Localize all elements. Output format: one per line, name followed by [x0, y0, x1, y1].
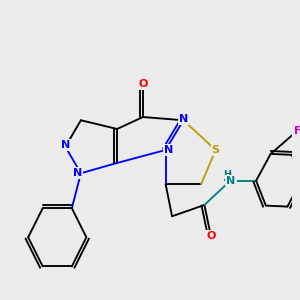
Text: N: N [179, 114, 188, 124]
Text: H: H [223, 170, 231, 179]
Text: N: N [61, 140, 70, 150]
Text: O: O [206, 231, 215, 241]
Text: S: S [212, 145, 220, 155]
Text: O: O [138, 79, 148, 89]
Text: N: N [73, 168, 82, 178]
Text: N: N [226, 176, 235, 186]
Text: N: N [164, 145, 174, 155]
Text: H: H [223, 173, 232, 183]
Text: F: F [294, 126, 300, 136]
Text: N: N [227, 177, 236, 187]
